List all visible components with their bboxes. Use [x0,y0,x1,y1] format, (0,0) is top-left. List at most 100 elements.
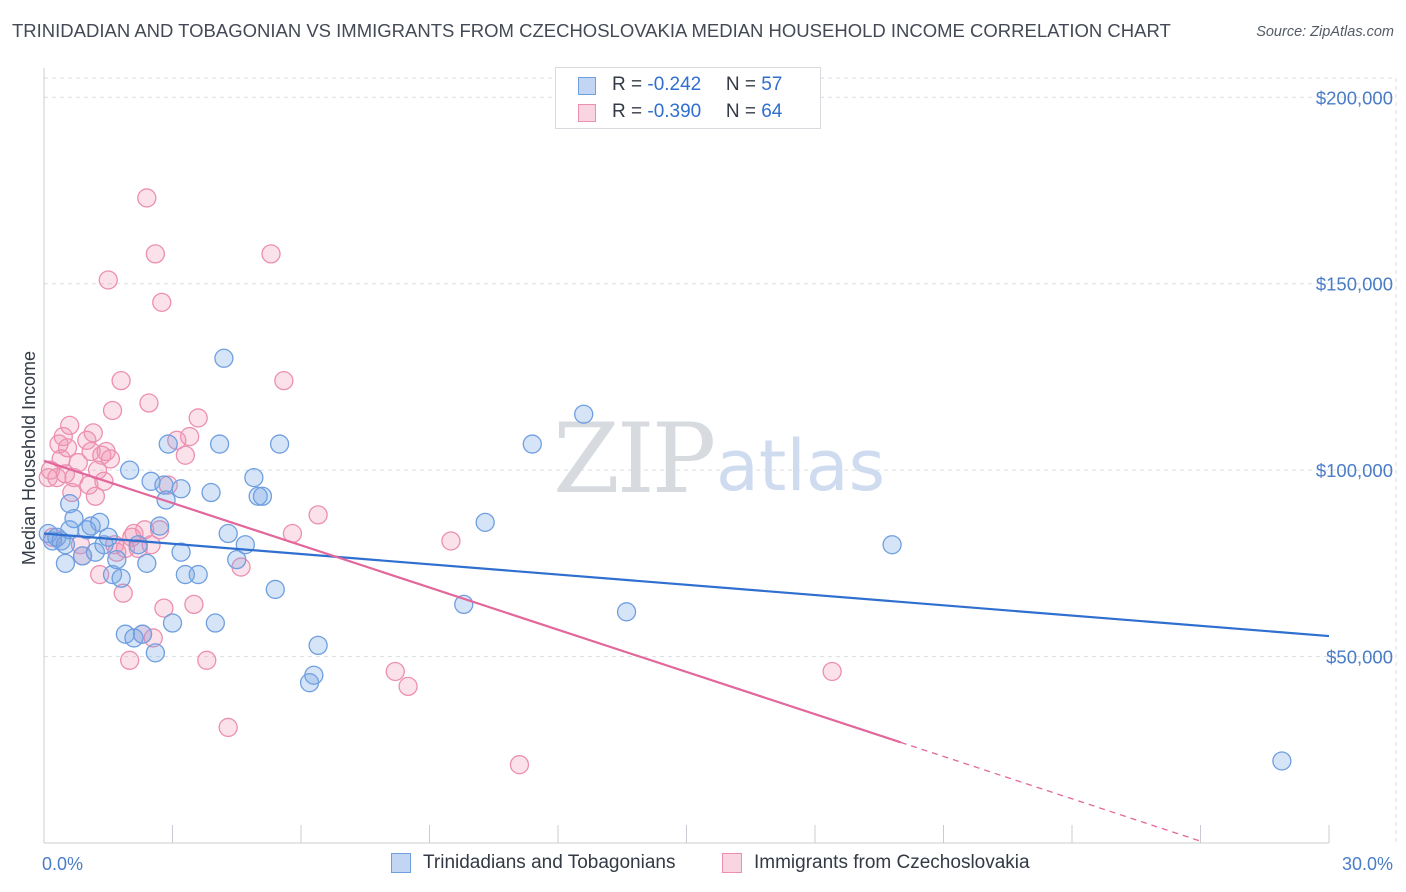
trend-lines [43,459,1330,842]
legend-swatch-blue [391,853,411,873]
scatter-point [188,408,208,428]
scatter-point [261,244,281,264]
source-label: Source: ZipAtlas.com [1256,24,1394,40]
scatter-point [201,482,221,503]
axes [43,68,1330,844]
legend-label: Trinidadians and Tobagonians [423,852,676,873]
legend: Trinidadians and Tobagonians Immigrants … [0,851,1406,877]
scatter-point [574,404,594,424]
y-tick-label: $200,000 [1316,87,1393,108]
scatter-point [55,553,76,574]
y-tick-labels: $50,000 $100,000 $150,000 $200,000 [1316,87,1393,667]
scatter-point [171,479,191,499]
scatter-point [398,676,418,697]
watermark: ZIP atlas [553,403,885,515]
legend-swatch-pink [722,853,742,873]
scatter-point [137,188,157,208]
scatter-point [60,494,80,514]
scatter-point [1272,751,1292,771]
scatter-point [53,426,73,447]
y-tick-label: $100,000 [1316,460,1393,481]
scatter-point [209,434,230,454]
scatter-point [77,430,97,450]
scatter-point [132,624,153,644]
trend-line-blue [43,532,1330,638]
n-label: N = [725,101,762,122]
scatter-point [175,445,196,465]
scatter-point [308,635,328,656]
chart-title: TRINIDADIAN AND TOBAGONIAN VS IMMIGRANTS… [12,20,1171,41]
scatter-point [120,460,140,480]
scatter-point [269,434,290,454]
scatter-point [244,467,264,488]
scatter-point [162,613,183,633]
scatter-point [304,665,324,685]
scatter-point [616,602,637,622]
x-tick-label: 30.0% [1342,854,1393,874]
scatter-point [441,531,461,551]
y-axis-label: Median Household Income [19,351,39,565]
scatter-point [139,393,159,413]
scatter-point [137,553,157,574]
scatter-point [111,371,131,391]
scatter-point [882,535,902,555]
x-tick-labels: 0.0% 30.0% [42,854,1393,874]
r-value: -0.242 [647,74,702,95]
correlation-stats-box: R = -0.242 N = 57 R = -0.390 N = 64 [555,67,821,129]
stats-swatch-pink [578,104,596,122]
scatter-point [85,486,106,506]
scatter-point [248,486,268,506]
scatter-point [214,348,234,368]
scatter-point [145,244,166,264]
scatter-point [385,661,405,682]
scatter-point [179,426,200,447]
scatter-point [143,628,163,648]
scatter-point [197,650,217,670]
scatter-point [274,371,294,391]
x-tick-label: 0.0% [42,854,83,874]
scatter-point [83,423,103,443]
scatter-point [124,523,144,544]
scatter-point [227,549,247,570]
trend-line-pink-extension [900,741,1201,842]
scatter-point [822,661,842,682]
scatter-point [152,292,172,313]
series-immigrants-from-czechoslovakia [38,188,842,775]
n-label: N = [725,74,762,95]
scatter-point [171,542,191,562]
scatter-point [188,564,208,585]
scatter-point [100,449,121,469]
scatter-point [252,486,273,506]
scatter-point [149,516,170,536]
scatter-point [64,508,84,529]
scatter-point [57,438,78,458]
watermark-zip: ZIP [553,403,714,515]
scatter-point [90,512,110,532]
r-label: R = [612,74,648,95]
scatter-point [113,583,133,603]
scatter-point [522,434,542,454]
scatter-point [98,270,118,290]
scatter-point [509,755,530,775]
scatter-point [102,400,123,421]
scatter-point [158,434,178,454]
series-trinidadians-and-tobagonians [38,348,1292,771]
legend-label: Immigrants from Czechoslovakia [754,852,1030,873]
r-label: R = [612,101,648,122]
n-value: 64 [761,101,783,122]
scatter-point [120,650,140,670]
scatter-point [218,717,238,738]
scatter-point [205,613,225,633]
n-value: 57 [761,74,783,95]
scatter-point [81,441,101,462]
trend-line-pink [43,459,902,744]
scatter-point [128,535,148,555]
scatter-point [145,643,166,663]
y-tick-label: $150,000 [1316,274,1393,295]
scatter-point [60,415,80,436]
scatter-point [107,549,127,570]
scatter-point [218,523,238,544]
stats-swatch-blue [578,77,596,95]
scatter-point [265,579,285,600]
